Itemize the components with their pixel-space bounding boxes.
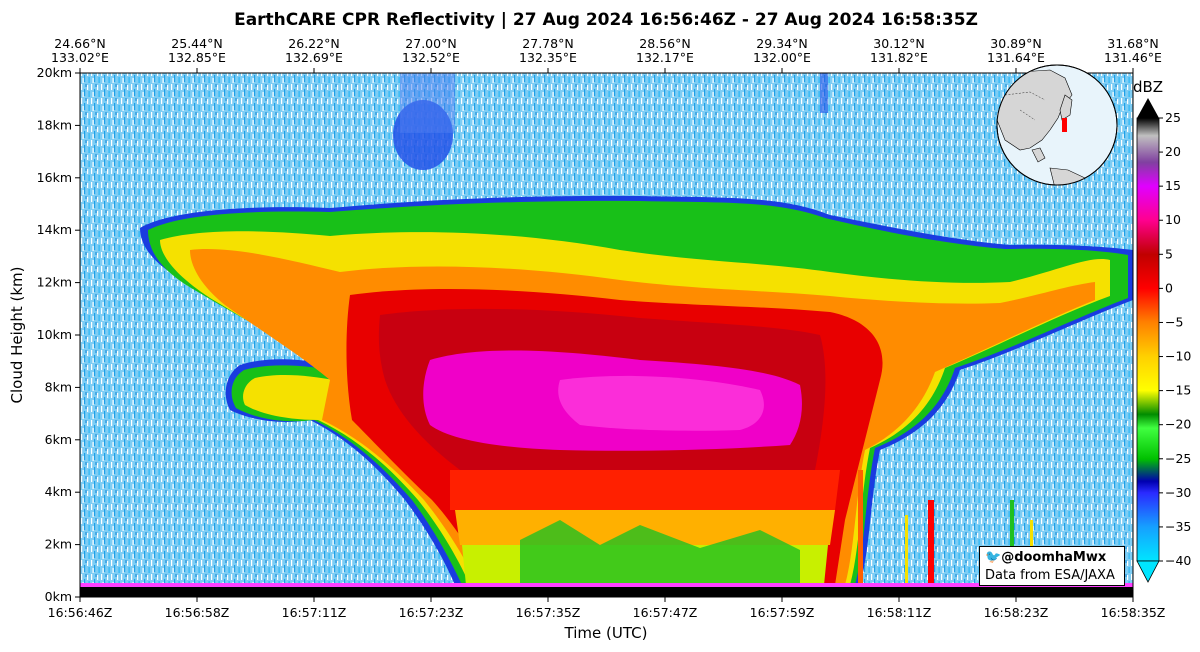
- top-tick-lon: 131.82°E: [870, 50, 928, 65]
- top-tick-lon: 133.02°E: [51, 50, 109, 65]
- colorbar-bar: [1136, 117, 1160, 562]
- surface-clutter: [80, 583, 1133, 589]
- top-tick-lon: 132.35°E: [519, 50, 577, 65]
- y-tick-label: 10km: [37, 327, 72, 342]
- top-tick-lon: 132.85°E: [168, 50, 226, 65]
- y-tick-label: 0km: [45, 589, 72, 604]
- y-tick-label: 16km: [37, 170, 72, 185]
- top-tick-lat: 27.00°N: [405, 36, 456, 51]
- top-tick-lon: 132.00°E: [753, 50, 811, 65]
- x-tick-label: 16:57:59Z: [750, 605, 815, 620]
- top-tick-lon: 131.46°E: [1104, 50, 1162, 65]
- watermark-source: Data from ESA/JAXA: [985, 568, 1115, 583]
- y-tick-label: 20km: [37, 65, 72, 80]
- x-tick-label: 16:57:11Z: [282, 605, 347, 620]
- watermark-box: 🐦@doomhaMwx Data from ESA/JAXA: [979, 546, 1125, 586]
- y-tick-label: 4km: [45, 484, 72, 499]
- colorbar-tick-label: −25: [1165, 451, 1191, 466]
- top-tick-lat: 29.34°N: [756, 36, 807, 51]
- x-tick-label: 16:57:23Z: [399, 605, 464, 620]
- top-tick-lat: 28.56°N: [639, 36, 690, 51]
- colorbar-bottom-extend: [1136, 560, 1160, 583]
- x-tick-label: 16:56:58Z: [165, 605, 230, 620]
- x-axis-label: Time (UTC): [564, 624, 648, 642]
- y-tick-label: 2km: [45, 537, 72, 552]
- colorbar-tick-label: −40: [1165, 553, 1191, 568]
- top-tick-lat: 26.22°N: [288, 36, 339, 51]
- x-axis: 16:56:46Z 16:56:58Z 16:57:11Z 16:57:23Z 16:5…: [48, 597, 1166, 620]
- y-tick-label: 6km: [45, 432, 72, 447]
- top-tick-lat: 25.44°N: [171, 36, 222, 51]
- top-tick-lon: 132.52°E: [402, 50, 460, 65]
- colorbar-tick-label: −20: [1165, 417, 1191, 432]
- colorbar-tick-label: 25: [1165, 110, 1181, 125]
- colorbar-tick-label: 0: [1165, 280, 1173, 295]
- colorbar-top-extend: [1137, 98, 1159, 118]
- chart-title: EarthCARE CPR Reflectivity | 27 Aug 2024…: [234, 10, 978, 30]
- asia-landmass: [997, 69, 1073, 151]
- watermark-handle: @doomhaMwx: [1001, 550, 1107, 565]
- x-tick-label: 16:56:46Z: [48, 605, 113, 620]
- x-tick-label: 16:58:35Z: [1101, 605, 1166, 620]
- x-tick-label: 16:58:11Z: [867, 605, 932, 620]
- colorbar-tick-label: −30: [1165, 485, 1191, 500]
- plot-area: [80, 73, 1133, 597]
- colorbar: dBZ 25 20 15 10 5 0 −5 −10 −15 −20 −25 −30 −35 −40: [1133, 78, 1191, 583]
- colorbar-tick-label: −5: [1165, 314, 1183, 329]
- top-tick-lat: 30.89°N: [990, 36, 1041, 51]
- top-tick-lon: 132.69°E: [285, 50, 343, 65]
- top-tick-lat: 27.78°N: [522, 36, 573, 51]
- colorbar-tick-label: −35: [1165, 519, 1191, 534]
- rain-band: [450, 470, 840, 510]
- track-marker: [1062, 118, 1067, 132]
- colorbar-tick-label: 20: [1165, 144, 1181, 159]
- y-tick-label: 8km: [45, 379, 72, 394]
- y-tick-label: 12km: [37, 275, 72, 290]
- top-tick-lon: 132.17°E: [636, 50, 694, 65]
- x-tick-label: 16:58:23Z: [984, 605, 1049, 620]
- colorbar-tick-label: −15: [1165, 383, 1191, 398]
- colorbar-label: dBZ: [1133, 78, 1163, 96]
- y-axis: 0km 2km 4km 6km 8km 10km 12km 14km 16km 18km 20km: [37, 65, 80, 604]
- colorbar-tick-label: 5: [1165, 246, 1173, 261]
- y-tick-label: 14km: [37, 222, 72, 237]
- y-tick-label: 18km: [37, 117, 72, 132]
- top-tick-lat: 24.66°N: [54, 36, 105, 51]
- x-tick-label: 16:57:35Z: [516, 605, 581, 620]
- top-tick-lat: 31.68°N: [1107, 36, 1158, 51]
- top-tick-lat: 30.12°N: [873, 36, 924, 51]
- colorbar-tick-label: 15: [1165, 178, 1181, 193]
- twitter-icon: 🐦: [985, 550, 1002, 565]
- x-tick-label: 16:57:47Z: [633, 605, 698, 620]
- colorbar-tick-label: −10: [1165, 349, 1191, 364]
- top-axis: 24.66°N133.02°E25.44°N132.85°E26.22°N132…: [51, 36, 1162, 73]
- colorbar-tick-label: 10: [1165, 212, 1181, 227]
- top-tick-lon: 131.64°E: [987, 50, 1045, 65]
- y-axis-label: Cloud Height (km): [8, 267, 26, 404]
